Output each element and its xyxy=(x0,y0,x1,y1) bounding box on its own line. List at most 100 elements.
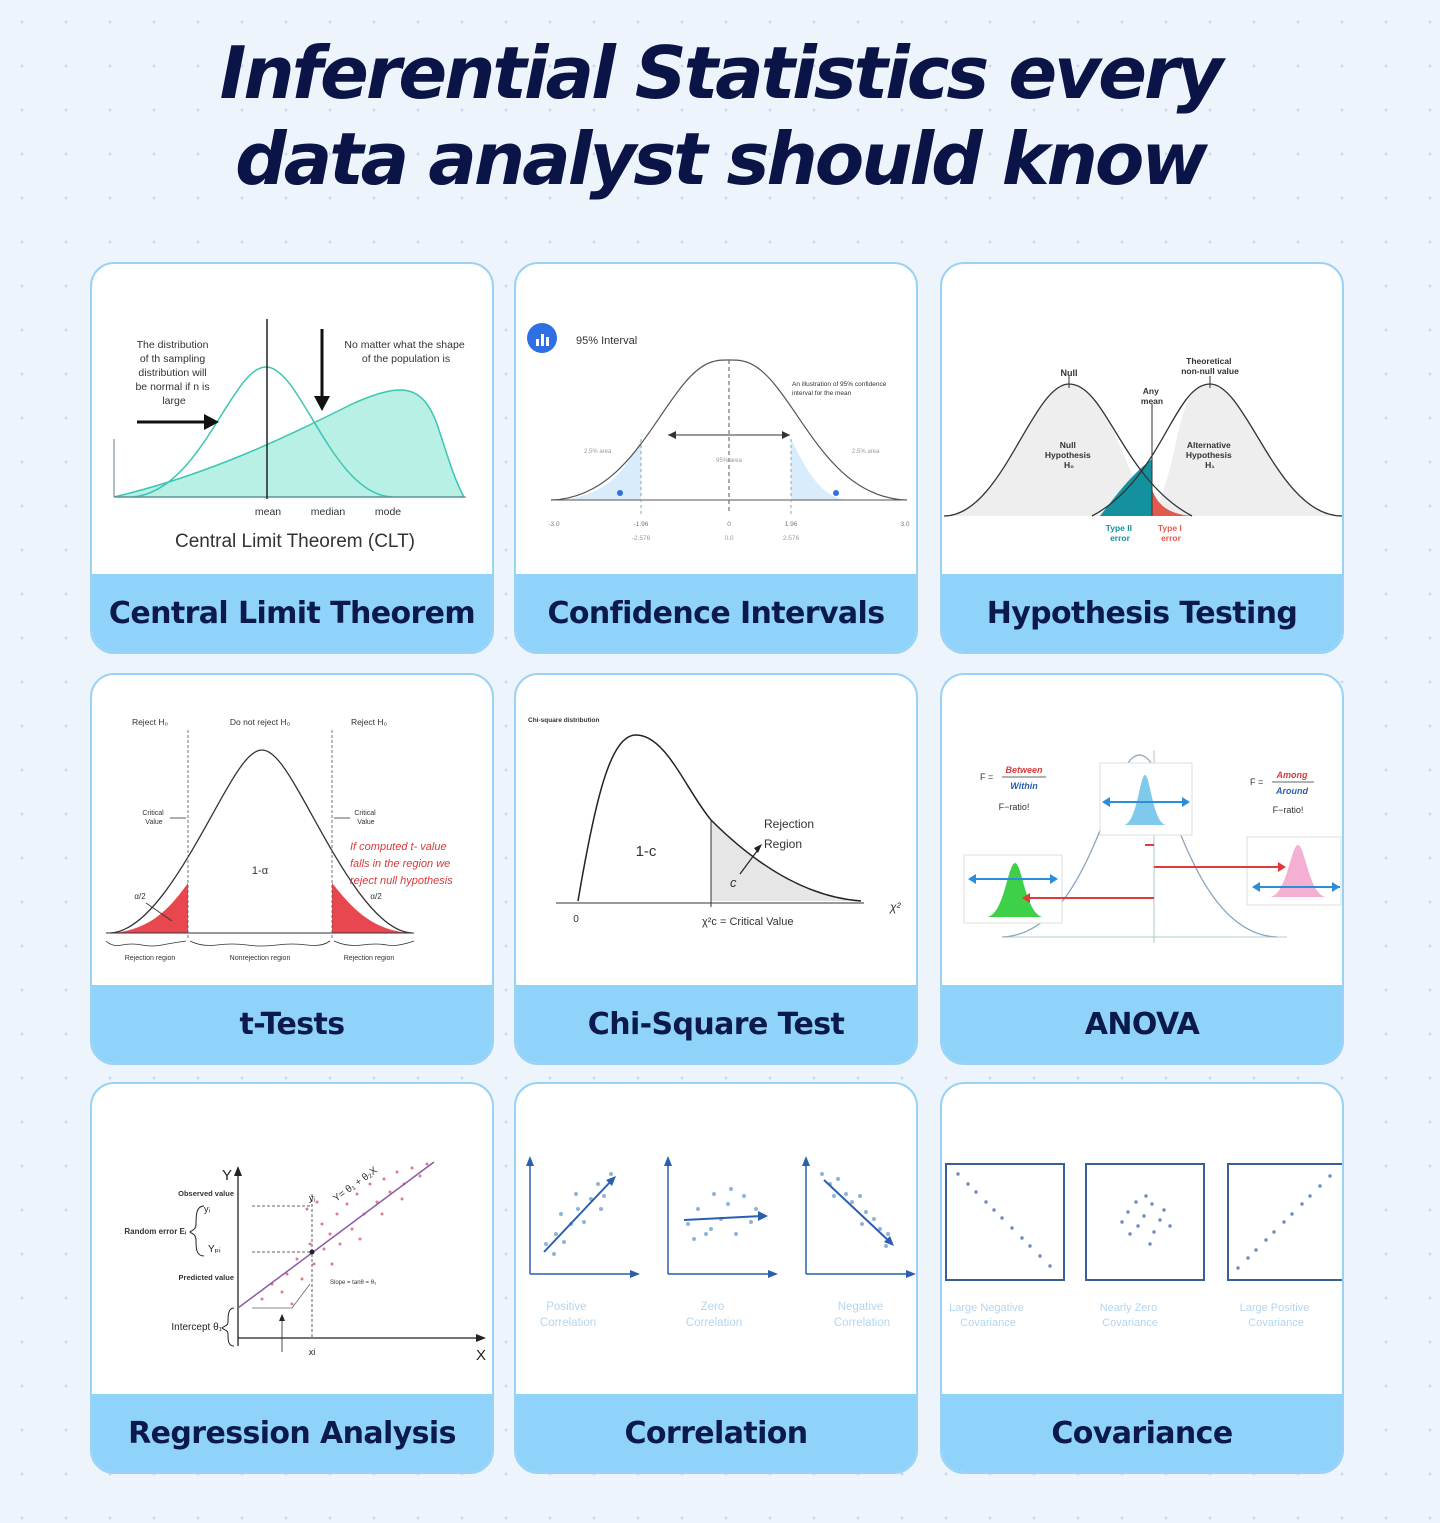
svg-text:3.0: 3.0 xyxy=(900,521,909,528)
alt-distribution-fill xyxy=(1152,384,1342,516)
nearly-zero-covariance-panel xyxy=(1085,1163,1205,1281)
ht-null-hypothesis: Null Hypothesis H₀ xyxy=(1045,440,1093,470)
clt-label-median: median xyxy=(311,506,346,518)
anova-right-num: Among xyxy=(1276,770,1308,780)
zero-correlation-panel xyxy=(664,1156,778,1278)
tt-alpha-right: α/2 xyxy=(370,892,382,901)
svg-text:-1.96: -1.96 xyxy=(634,521,649,528)
green-group-distribution xyxy=(987,863,1043,917)
reg-yi-left: yᵢ xyxy=(204,1204,210,1214)
left-arrow-head xyxy=(204,414,219,430)
cov-diagram: Large Negative Covariance Nearly Zero Co… xyxy=(945,1163,1342,1329)
tt-handwritten-note: If computed t- value falls in the region… xyxy=(350,841,453,887)
negative-correlation-label: Negative Correlation xyxy=(834,1301,890,1329)
large-negative-covariance-label: Large Negative Covariance xyxy=(949,1302,1027,1329)
card-correlation: Positive Correlation Zero Correlation Ne… xyxy=(514,1082,918,1474)
card-chi-square-test: Chi-square distribution 1-c c Rejection … xyxy=(514,673,918,1065)
svg-text:1.96: 1.96 xyxy=(785,521,798,528)
tt-diagram: Reject H₀ Do not reject H₀ Reject H₀ Cri… xyxy=(105,717,453,962)
ci-tail-right: 2.5% area xyxy=(852,449,880,455)
tt-region-mid: Nonrejection region xyxy=(230,955,291,962)
reg-observed: Observed value xyxy=(178,1189,234,1198)
negative-correlation-panel xyxy=(802,1156,916,1278)
clt-left-note: The distribution of th sampling distribu… xyxy=(135,339,212,407)
clt-label-mean: mean xyxy=(255,506,281,518)
chi-square-curve xyxy=(577,734,862,902)
chi-rejection-label: Rejection Region xyxy=(764,817,817,851)
corr-diagram: Positive Correlation Zero Correlation Ne… xyxy=(526,1156,916,1329)
large-negative-covariance-panel xyxy=(945,1163,1065,1281)
ci-note: An illustration of 95% confidence interv… xyxy=(792,381,888,397)
card-covariance: Large Negative Covariance Nearly Zero Co… xyxy=(940,1082,1344,1474)
ci-figure: 95% Interval An illustration of 95% conf… xyxy=(516,264,916,574)
pink-group-distribution xyxy=(1270,845,1326,897)
reg-ypi: Yₚᵢ xyxy=(208,1244,221,1255)
chi-rejection-area xyxy=(711,820,861,901)
tt-figure: Reject H₀ Do not reject H₀ Reject H₀ Cri… xyxy=(92,675,492,985)
reg-slope: Slope = tanθ = θ₂ xyxy=(330,1280,377,1286)
anova-left-den: Within xyxy=(1010,781,1038,791)
card-t-tests: Reject H₀ Do not reject H₀ Reject H₀ Cri… xyxy=(90,673,494,1065)
tt-alpha-left: α/2 xyxy=(134,892,146,901)
left-tail-area xyxy=(551,439,641,500)
card-label: Regression Analysis xyxy=(92,1394,492,1472)
card-label: t-Tests xyxy=(92,985,492,1063)
large-positive-covariance-label: Large Positive Covariance xyxy=(1240,1302,1313,1329)
reg-yi: yᵢ xyxy=(309,1193,315,1203)
reg-y-label: Y xyxy=(222,1167,232,1184)
chi-tail-label: c xyxy=(730,875,737,890)
card-label: Hypothesis Testing xyxy=(942,574,1342,652)
chi-figure: Chi-square distribution 1-c c Rejection … xyxy=(516,675,916,985)
clt-right-note: No matter what the shape of the populati… xyxy=(344,339,467,365)
tt-do-not-reject: Do not reject H₀ xyxy=(230,717,291,727)
blue-group-distribution xyxy=(1124,775,1166,825)
tt-region-right: Rejection region xyxy=(344,955,395,962)
anova-right-den: Around xyxy=(1275,786,1308,796)
type-1-error-area xyxy=(1152,489,1192,516)
reg-equation: Y= θ₁ + θ₂X xyxy=(331,1165,380,1205)
regression-line xyxy=(237,1161,435,1309)
tt-reject-right: Reject H₀ xyxy=(351,717,388,727)
ci-tail-left: 2.5% area xyxy=(584,449,612,455)
tt-critical-right: Critical Value xyxy=(354,810,377,826)
ci-diagram: 95% Interval An illustration of 95% conf… xyxy=(527,323,910,542)
reg-intercept: Intercept θ₁ xyxy=(171,1322,222,1333)
chi-heading: Chi-square distribution xyxy=(528,717,600,724)
positive-correlation-label: Positive Correlation xyxy=(540,1301,596,1329)
left-rejection-area xyxy=(110,883,188,933)
nearly-zero-covariance-label: Nearly Zero Covariance xyxy=(1100,1302,1161,1329)
right-tail-area xyxy=(791,439,851,500)
null-distribution-fill xyxy=(944,384,1152,516)
ht-alt-hypothesis: Alternative Hypothesis H₁ xyxy=(1186,440,1234,470)
svg-text:-2.576: -2.576 xyxy=(632,535,651,542)
ci-heading: 95% Interval xyxy=(576,335,637,347)
anova-diagram: F = Between Within F−ratio! F = Among Ar… xyxy=(963,750,1342,943)
page-title-line-1: Inferential Statistics every xyxy=(219,31,1224,115)
tt-region-left: Rejection region xyxy=(125,955,176,962)
reg-predicted: Predicted value xyxy=(179,1273,234,1282)
svg-text:0: 0 xyxy=(727,521,731,528)
tt-critical-left: Critical Value xyxy=(142,810,165,826)
reg-scatter-points xyxy=(260,1162,429,1306)
svg-text:2.576: 2.576 xyxy=(783,535,800,542)
clt-figure: The distribution of th sampling distribu… xyxy=(92,264,492,574)
ht-any-mean: Any mean xyxy=(1141,386,1163,406)
reg-x-label: X xyxy=(476,1347,486,1364)
clt-caption: Central Limit Theorem (CLT) xyxy=(175,531,415,552)
anova-main-curve xyxy=(1001,754,1278,938)
positive-correlation-panel xyxy=(526,1156,640,1278)
tt-center-label: 1-α xyxy=(252,865,269,877)
chi-axis-label: χ² xyxy=(889,900,902,914)
chi-critical-value: χ²c = Critical Value xyxy=(702,916,793,928)
tt-reject-left: Reject H₀ xyxy=(132,717,169,727)
page-title: Inferential Statistics every data analys… xyxy=(0,30,1440,202)
corr-figure: Positive Correlation Zero Correlation Ne… xyxy=(516,1084,916,1394)
card-regression-analysis: Y X Y= θ₁ + θ₂X Observed value Random er… xyxy=(90,1082,494,1474)
reg-random-error: Random error Eᵢ xyxy=(124,1227,186,1236)
anova-left-prefix: F = xyxy=(980,772,993,782)
ht-null-label: Null xyxy=(1061,368,1078,378)
card-label: ANOVA xyxy=(942,985,1342,1063)
zero-correlation-label: Zero Correlation xyxy=(686,1301,742,1329)
card-label: Confidence Intervals xyxy=(516,574,916,652)
clt-label-mode: mode xyxy=(375,506,401,518)
